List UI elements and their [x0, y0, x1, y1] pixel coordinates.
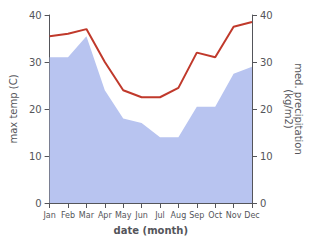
- svg-text:Feb: Feb: [61, 211, 75, 220]
- svg-text:May: May: [115, 211, 132, 220]
- svg-text:Sep: Sep: [189, 211, 204, 220]
- svg-text:30: 30: [260, 57, 273, 68]
- svg-text:30: 30: [29, 57, 42, 68]
- svg-text:Aug: Aug: [171, 211, 187, 220]
- svg-text:(kg/m2): (kg/m2): [283, 89, 294, 129]
- svg-text:date (month): date (month): [114, 225, 188, 236]
- svg-text:Apr: Apr: [98, 211, 113, 220]
- svg-text:Jul: Jul: [154, 211, 165, 220]
- svg-text:Nov: Nov: [226, 211, 242, 220]
- svg-text:0: 0: [260, 198, 266, 209]
- svg-text:40: 40: [260, 10, 273, 21]
- svg-text:0: 0: [35, 198, 41, 209]
- svg-text:40: 40: [29, 10, 42, 21]
- svg-text:20: 20: [260, 104, 273, 115]
- svg-text:Mar: Mar: [79, 211, 95, 220]
- svg-text:max temp (C): max temp (C): [8, 74, 19, 143]
- svg-text:10: 10: [29, 151, 42, 162]
- svg-text:med. precipitation: med. precipitation: [293, 63, 305, 155]
- svg-text:Dec: Dec: [244, 211, 259, 220]
- svg-text:10: 10: [260, 151, 273, 162]
- svg-text:Jan: Jan: [42, 211, 55, 220]
- svg-text:Jun: Jun: [134, 211, 148, 220]
- svg-text:Oct: Oct: [208, 211, 222, 220]
- svg-text:20: 20: [29, 104, 42, 115]
